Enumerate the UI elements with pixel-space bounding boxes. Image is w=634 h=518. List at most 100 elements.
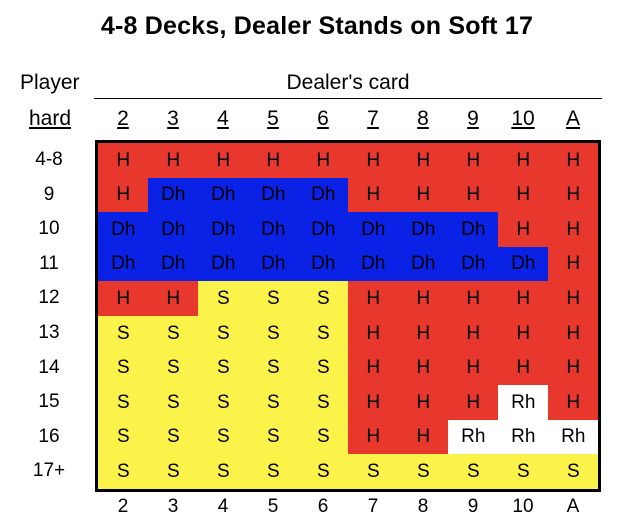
cell-9-9: H [448, 177, 499, 213]
cell-12-3: H [148, 281, 199, 317]
cell-15-2: S [98, 385, 149, 421]
dealer-col-8: 8 [417, 107, 429, 130]
player-row-13: 13 [38, 322, 60, 343]
cell-15-7: H [348, 385, 399, 421]
cell-9-2: H [98, 177, 149, 213]
header-divider [94, 98, 602, 99]
dealer-card-label: Dealer's card [286, 71, 410, 94]
dealer-col-2: 2 [117, 107, 129, 130]
cell-4-8-3: H [148, 143, 199, 179]
cell-16-4: S [198, 419, 249, 455]
cell-15-3: S [148, 385, 199, 421]
cell-16-8: H [398, 419, 449, 455]
cell-14-2: S [98, 350, 149, 386]
cell-9-6: Dh [298, 177, 349, 213]
cell-14-6: S [298, 350, 349, 386]
bottom-col-3: 3 [167, 496, 179, 517]
bottom-col-8: 8 [417, 496, 429, 517]
cell-13-6: S [298, 316, 349, 352]
cell-15-6: S [298, 385, 349, 421]
player-row-15: 15 [38, 391, 60, 413]
cell-9-A: H [548, 177, 598, 213]
cell-17+-4: S [198, 454, 249, 489]
cell-9-7: H [348, 177, 399, 213]
cell-13-4: S [198, 316, 249, 352]
cell-11-8: Dh [398, 246, 449, 282]
bottom-col-10: 10 [512, 496, 534, 517]
dealer-col-3: 3 [167, 107, 179, 130]
cell-10-7: Dh [348, 212, 399, 248]
cell-12-6: S [298, 281, 349, 317]
cell-11-9: Dh [448, 246, 499, 282]
cell-14-4: S [198, 350, 249, 386]
player-row-12: 12 [38, 287, 60, 309]
cell-10-8: Dh [398, 212, 449, 248]
cell-16-3: S [148, 419, 199, 455]
cell-13-A: H [548, 316, 598, 352]
player-row-9: 9 [43, 183, 55, 205]
cell-14-10: H [498, 350, 549, 386]
cell-14-3: S [148, 350, 199, 386]
player-row-14: 14 [38, 356, 60, 378]
cell-14-A: H [548, 350, 598, 386]
cell-10-10: H [498, 212, 549, 248]
cell-4-8-2: H [98, 143, 149, 179]
dealer-col-6: 6 [317, 107, 329, 130]
dealer-col-7: 7 [367, 107, 379, 130]
cell-14-8: H [398, 350, 449, 386]
cell-4-8-8: H [398, 143, 449, 179]
cell-4-8-A: H [548, 143, 598, 179]
bottom-col-7: 7 [367, 496, 379, 517]
cell-11-7: Dh [348, 246, 399, 282]
cell-12-2: H [98, 281, 149, 317]
cell-12-10: H [498, 281, 549, 317]
cell-16-5: S [248, 419, 299, 455]
player-row-16: 16 [38, 425, 60, 447]
cell-11-3: Dh [148, 246, 199, 282]
cell-12-5: S [248, 281, 299, 317]
cell-9-10: H [498, 177, 549, 213]
cell-13-9: H [448, 316, 499, 352]
cell-12-7: H [348, 281, 399, 317]
bottom-col-2: 2 [117, 496, 129, 517]
cell-4-8-6: H [298, 143, 349, 179]
chart-title: 4-8 Decks, Dealer Stands on Soft 17 [100, 12, 534, 40]
cell-10-6: Dh [298, 212, 349, 248]
cell-15-8: H [398, 385, 449, 421]
bottom-col-6: 6 [317, 496, 329, 517]
cell-15-4: S [198, 385, 249, 421]
cell-17+-8: S [398, 454, 449, 489]
cell-17+-6: S [298, 454, 349, 489]
cell-10-3: Dh [148, 212, 199, 248]
cell-15-9: H [448, 385, 499, 421]
player-label: Player [20, 71, 80, 94]
bottom-col-A: A [566, 496, 580, 517]
cell-13-5: S [248, 316, 299, 352]
cell-16-2: S [98, 419, 149, 455]
cell-17+-5: S [248, 454, 299, 489]
cell-14-5: S [248, 350, 299, 386]
cell-10-2: Dh [98, 212, 149, 248]
dealer-col-5: 5 [267, 107, 279, 130]
cell-15-A: H [548, 385, 598, 421]
dealer-col-A: A [565, 107, 580, 130]
cell-13-7: H [348, 316, 399, 352]
cell-15-10: Rh [498, 385, 549, 421]
dealer-col-4: 4 [217, 107, 229, 130]
cell-13-3: S [148, 316, 199, 352]
player-row-17+: 17+ [32, 460, 66, 482]
player-row-11: 11 [39, 252, 59, 274]
player-row-4-8: 4-8 [35, 149, 63, 170]
bottom-col-4: 4 [217, 496, 229, 517]
hard-label: hard [29, 107, 72, 130]
player-row-10: 10 [38, 218, 60, 240]
cell-13-10: H [498, 316, 549, 352]
cell-13-2: S [98, 316, 149, 352]
cell-12-A: H [548, 281, 598, 317]
cell-17+-7: S [348, 454, 399, 489]
cell-12-4: S [198, 281, 249, 317]
cell-9-5: Dh [248, 177, 299, 213]
cell-10-5: Dh [248, 212, 299, 248]
cell-16-9: Rh [448, 419, 499, 455]
bottom-col-9: 9 [467, 496, 479, 517]
